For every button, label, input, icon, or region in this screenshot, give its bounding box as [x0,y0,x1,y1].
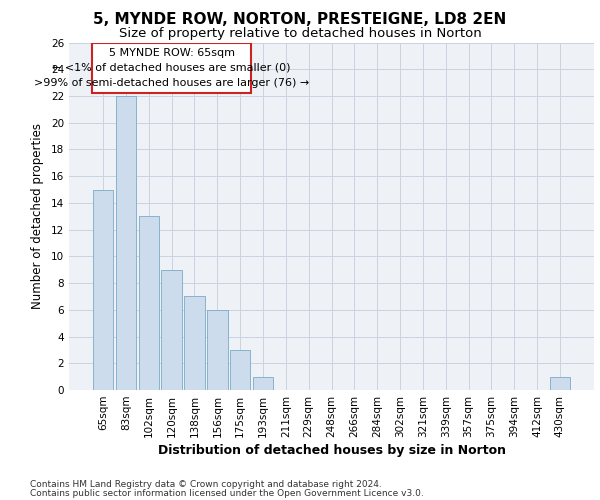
Text: Contains public sector information licensed under the Open Government Licence v3: Contains public sector information licen… [30,489,424,498]
Bar [207,310,227,390]
FancyBboxPatch shape [92,42,251,94]
X-axis label: Distribution of detached houses by size in Norton: Distribution of detached houses by size … [157,444,505,457]
Bar [184,296,205,390]
Bar [116,96,136,390]
Text: Size of property relative to detached houses in Norton: Size of property relative to detached ho… [119,28,481,40]
Text: 5, MYNDE ROW, NORTON, PRESTEIGNE, LD8 2EN: 5, MYNDE ROW, NORTON, PRESTEIGNE, LD8 2E… [94,12,506,28]
Bar [230,350,250,390]
Text: 5 MYNDE ROW: 65sqm
← <1% of detached houses are smaller (0)
>99% of semi-detache: 5 MYNDE ROW: 65sqm ← <1% of detached hou… [34,48,309,88]
Text: Contains HM Land Registry data © Crown copyright and database right 2024.: Contains HM Land Registry data © Crown c… [30,480,382,489]
Bar [139,216,159,390]
Bar [93,190,113,390]
Y-axis label: Number of detached properties: Number of detached properties [31,123,44,309]
Bar [161,270,182,390]
Bar [550,376,570,390]
Bar [253,376,273,390]
